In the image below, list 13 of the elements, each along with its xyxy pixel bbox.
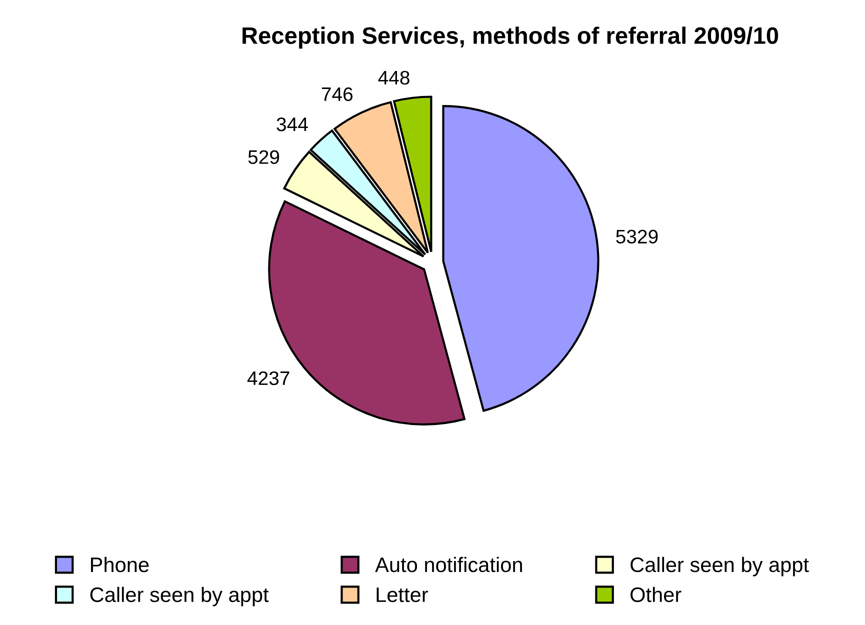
- legend-label: Letter: [376, 588, 428, 602]
- data-label: 448: [378, 70, 410, 85]
- legend-label: Auto notification: [375, 556, 522, 572]
- data-label: 746: [322, 87, 353, 102]
- data-label: 4237: [247, 371, 290, 386]
- data-label: 529: [248, 150, 280, 164]
- legend-label: Caller seen by appt: [630, 556, 809, 576]
- legend-label: Phone: [91, 556, 149, 572]
- data-label: 5329: [616, 230, 658, 244]
- legend-label: Other: [630, 586, 682, 602]
- legend-label: Caller seen by appt: [90, 586, 269, 606]
- chart-title: Reception Services, methods of referral 2009/10: [242, 26, 778, 49]
- data-label: 344: [276, 117, 308, 132]
